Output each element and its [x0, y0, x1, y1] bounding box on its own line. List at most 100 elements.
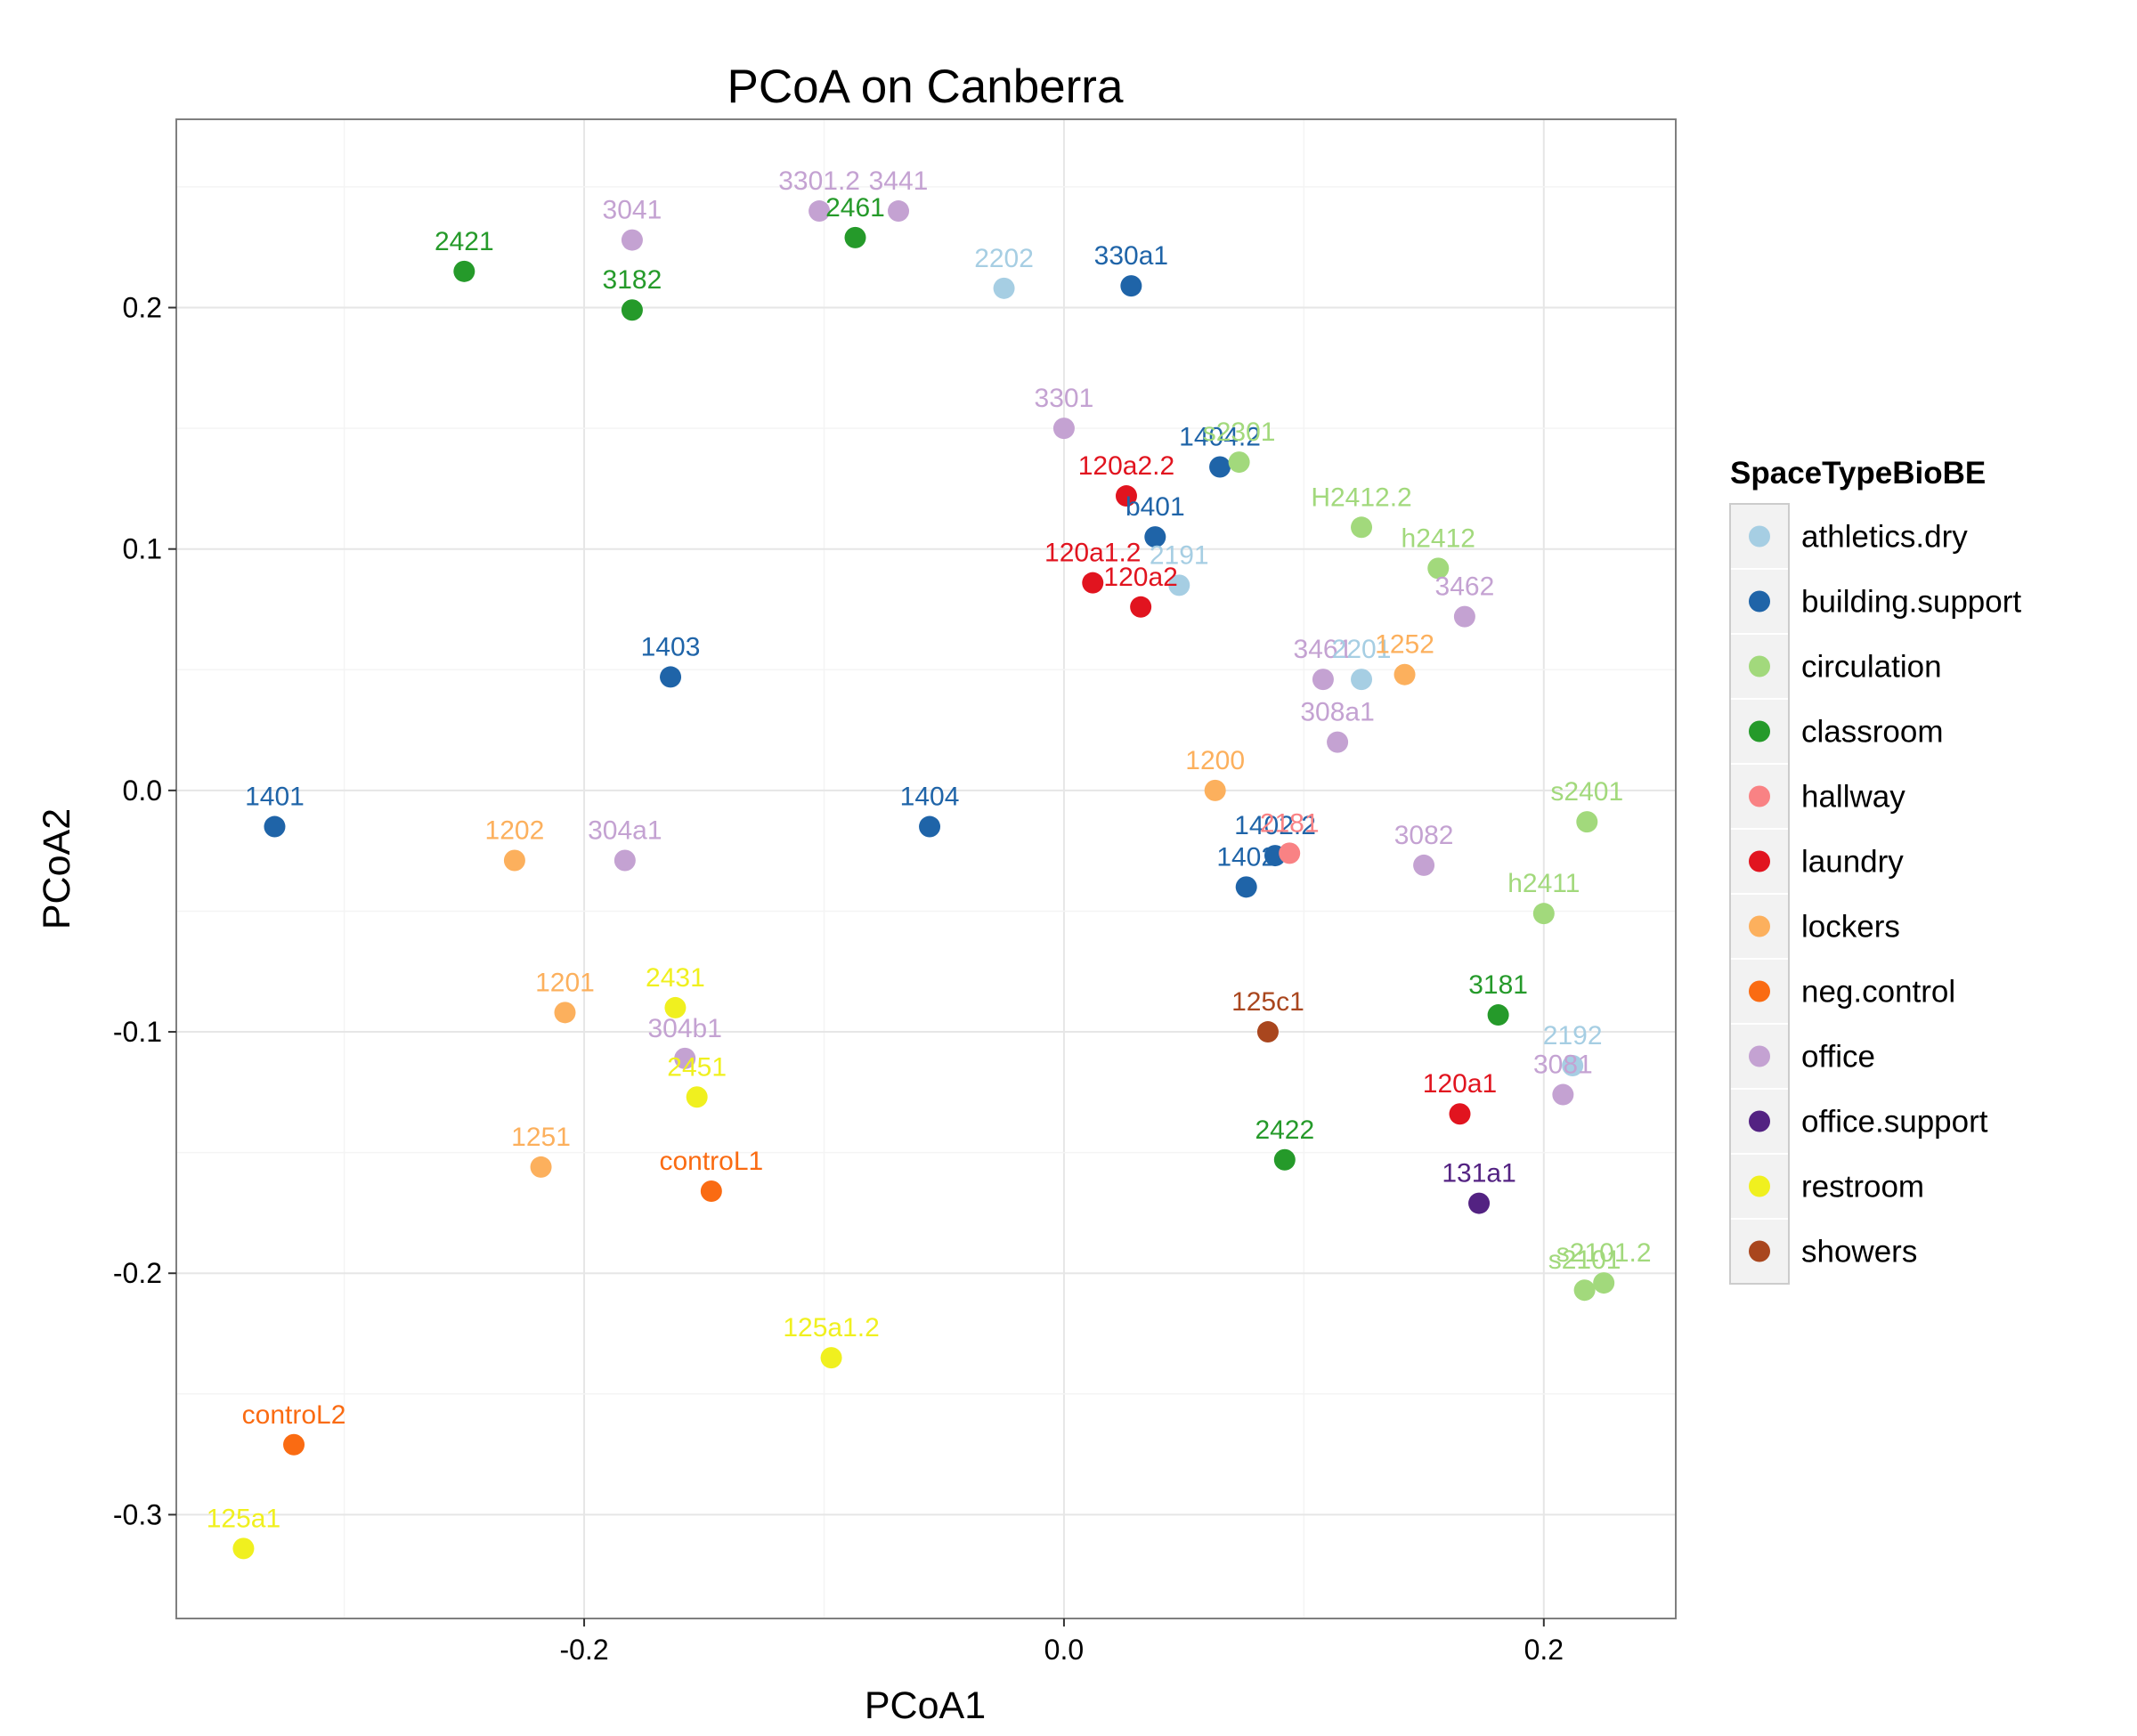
data-point-label: 2461 — [825, 193, 885, 223]
data-point-label: s2101.2 — [1556, 1238, 1652, 1268]
data-point-label: 330a1 — [1094, 241, 1168, 271]
data-point-label: controL1 — [659, 1147, 763, 1176]
legend-label: office — [1801, 1040, 1875, 1075]
data-point — [1130, 596, 1152, 618]
data-point — [1209, 456, 1231, 478]
data-point-label: 120a1 — [1423, 1069, 1497, 1099]
data-point — [1256, 1021, 1279, 1043]
data-point — [1573, 1279, 1596, 1302]
data-point-label: controL2 — [242, 1400, 346, 1430]
legend-key-swatch — [1749, 785, 1770, 807]
data-point-label: H2412.2 — [1311, 483, 1411, 512]
data-point — [530, 1156, 552, 1178]
legend-label: restroom — [1801, 1170, 1924, 1205]
data-point-label: 3461 — [1294, 635, 1353, 664]
data-point-label: h2411 — [1507, 869, 1580, 898]
data-point-label: 125a1 — [207, 1504, 280, 1533]
y-tick-label: 0.0 — [123, 775, 162, 807]
legend-key-swatch — [1749, 980, 1770, 1002]
data-point-label: 2192 — [1543, 1021, 1603, 1051]
data-point — [1562, 1055, 1584, 1077]
data-point — [283, 1433, 305, 1456]
y-tick-label: -0.1 — [113, 1016, 162, 1048]
data-point — [674, 1047, 696, 1069]
y-tick-label: 0.1 — [123, 533, 162, 565]
data-point — [1593, 1272, 1615, 1294]
legend-key-swatch — [1749, 655, 1770, 677]
legend-key-swatch — [1749, 1240, 1770, 1262]
data-point-label: s2401 — [1550, 777, 1623, 807]
data-point-label: 3182 — [603, 265, 662, 295]
data-point — [1532, 903, 1555, 925]
data-point — [1453, 605, 1475, 628]
data-point — [1082, 572, 1104, 594]
data-point-label: 120a2.2 — [1078, 451, 1174, 481]
data-point-label: 1201 — [535, 968, 595, 997]
legend-label: lockers — [1801, 910, 1900, 945]
data-point-label: 125a1.2 — [783, 1313, 879, 1343]
data-point — [919, 815, 941, 838]
data-point-label: 3462 — [1435, 572, 1495, 602]
data-point-label: 2202 — [974, 244, 1034, 273]
data-point — [1120, 275, 1142, 297]
data-point — [700, 1180, 722, 1203]
legend-key — [1729, 893, 1790, 960]
legend-key-swatch — [1749, 1045, 1770, 1067]
data-point — [1351, 669, 1373, 691]
x-tick-label: 0.2 — [1524, 1634, 1564, 1666]
data-point-label: 308a1 — [1300, 698, 1374, 727]
data-point-label: 304a1 — [588, 816, 662, 846]
data-point-label: 1251 — [511, 1123, 571, 1152]
data-point — [993, 277, 1015, 299]
data-point — [1552, 1083, 1574, 1106]
data-point — [554, 1002, 576, 1024]
data-point-label: 2181 — [1260, 808, 1320, 838]
data-point-label: 304b1 — [647, 1014, 721, 1043]
legend-key-swatch — [1749, 850, 1770, 872]
data-point — [1394, 663, 1416, 685]
data-point-label: 3081 — [1533, 1051, 1593, 1080]
legend-label: office.support — [1801, 1105, 1988, 1140]
legend-items: athletics.dry building.support circulation… — [1729, 503, 2021, 1285]
legend-key-swatch — [1749, 915, 1770, 937]
data-point — [1576, 811, 1598, 833]
data-point — [1228, 451, 1250, 474]
legend-label: showers — [1801, 1235, 1917, 1270]
data-point-label: 1402 — [1216, 842, 1276, 872]
legend-label: building.support — [1801, 585, 2021, 620]
y-tick-label: -0.2 — [113, 1257, 162, 1289]
data-point — [621, 229, 643, 251]
data-point-label: 131a1 — [1442, 1159, 1515, 1188]
data-point — [1449, 1103, 1471, 1125]
data-point-label: 1202 — [485, 816, 545, 846]
data-point — [1168, 574, 1190, 596]
data-point-label: 3041 — [603, 196, 662, 225]
data-point-label: 2421 — [435, 227, 494, 256]
data-point — [1427, 557, 1450, 580]
legend: SpaceTypeBioBE athletics.dry building.sup… — [1729, 456, 2021, 1285]
data-point-label: 2201 — [1332, 635, 1392, 664]
y-axis-title: PCoA2 — [36, 808, 78, 929]
data-point-label: 2431 — [646, 963, 705, 993]
data-point — [1052, 418, 1075, 440]
data-point — [264, 815, 286, 838]
legend-label: laundry — [1801, 845, 1904, 880]
data-point — [686, 1086, 708, 1108]
data-points — [232, 200, 1615, 1560]
x-axis-title: PCoA1 — [865, 1684, 986, 1727]
data-point-label: 125c1 — [1231, 987, 1304, 1017]
data-point — [621, 299, 643, 321]
y-tick-label: 0.2 — [123, 292, 162, 324]
data-point-label: s2101 — [1548, 1245, 1621, 1275]
legend-key-swatch — [1749, 1175, 1770, 1197]
chart-title: PCoA on Canberra — [727, 61, 1124, 113]
legend-title: SpaceTypeBioBE — [1730, 456, 1986, 491]
data-point — [1115, 485, 1137, 507]
legend-label: circulation — [1801, 650, 1942, 685]
data-point — [1413, 854, 1435, 876]
data-point — [1144, 526, 1166, 548]
data-point-label: 3441 — [869, 166, 929, 196]
